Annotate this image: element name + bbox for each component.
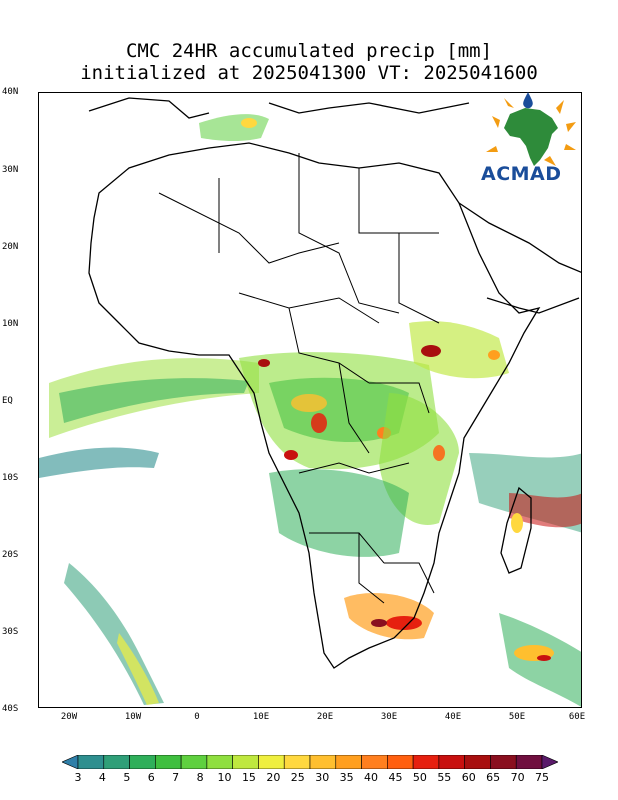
colorbar-swatch — [515, 755, 543, 769]
colorbar-swatch — [361, 755, 388, 769]
colorbar-swatch — [541, 755, 558, 769]
colorbar-swatch — [62, 755, 79, 769]
lat-label-eq: EQ — [2, 396, 13, 406]
lon-label-60e: 60E — [568, 712, 586, 722]
colorbar-swatch — [180, 755, 208, 769]
colorbar-label: 30 — [315, 771, 330, 784]
colorbar — [62, 755, 558, 769]
colorbar-label: 70 — [510, 771, 525, 784]
colorbar-swatch — [129, 755, 156, 769]
colorbar-swatch — [335, 755, 362, 769]
colorbar-swatch — [283, 755, 311, 769]
lon-label-20e: 20E — [316, 712, 334, 722]
colorbar-swatch — [258, 755, 285, 769]
lat-label-20n: 20N — [2, 242, 19, 252]
lon-label-40e: 40E — [444, 712, 462, 722]
chart-title-line2: initialized at 2025041300 VT: 2025041600 — [80, 62, 538, 84]
colorbar-label: 75 — [535, 771, 549, 784]
lon-label-20w: 20W — [60, 712, 78, 722]
colorbar-label: 5 — [123, 771, 131, 784]
lon-label-10e: 10E — [252, 712, 270, 722]
lat-label-40n: 40N — [2, 87, 19, 97]
colorbar-swatch — [387, 755, 414, 769]
logo-africa-icon — [504, 108, 558, 166]
precip-map — [38, 92, 582, 708]
colorbar-swatch — [464, 755, 491, 769]
colorbar-label: 60 — [461, 771, 476, 784]
lon-label-50e: 50E — [508, 712, 526, 722]
colorbar-swatch — [309, 755, 337, 769]
lat-label-40s: 40S — [2, 704, 19, 714]
lon-label-10w: 10W — [124, 712, 142, 722]
lon-label-0: 0 — [194, 712, 200, 722]
logo-sunburst-icon — [486, 98, 576, 166]
lat-label-30n: 30N — [2, 165, 19, 175]
colorbar-swatch — [77, 755, 105, 769]
colorbar-swatch — [490, 755, 517, 769]
lon-label-30e: 30E — [380, 712, 398, 722]
colorbar-label: 40 — [364, 771, 379, 784]
colorbar-swatch — [438, 755, 465, 769]
country-borders — [158, 153, 440, 604]
colorbar-label: 65 — [486, 771, 501, 784]
lat-label-10n: 10N — [2, 319, 19, 329]
colorbar-swatch — [206, 755, 233, 769]
lat-label-10s: 10S — [2, 473, 19, 483]
lat-label-30s: 30S — [2, 627, 19, 637]
colorbar-label: 35 — [339, 771, 354, 784]
colorbar-swatch — [232, 755, 259, 769]
colorbar-label: 20 — [266, 771, 281, 784]
colorbar-label: 4 — [98, 771, 106, 784]
colorbar-swatch — [412, 755, 440, 769]
coastlines — [88, 97, 581, 669]
colorbar-label: 6 — [147, 771, 155, 784]
chart-title-line1: CMC 24HR accumulated precip [mm] — [125, 40, 493, 62]
colorbar-swatch — [155, 755, 182, 769]
colorbar-swatch — [103, 755, 130, 769]
colorbar-label: 50 — [412, 771, 427, 784]
colorbar-label: 15 — [241, 771, 256, 784]
colorbar-label: 7 — [172, 771, 180, 784]
precip-field — [39, 114, 581, 707]
colorbar-label: 25 — [290, 771, 305, 784]
colorbar-label: 3 — [74, 771, 82, 784]
colorbar-label: 45 — [388, 771, 403, 784]
colorbar-label: 8 — [196, 771, 204, 784]
acmad-logo-text: ACMAD — [481, 163, 562, 185]
logo-raindrop-icon — [523, 92, 533, 109]
acmad-logo — [486, 92, 576, 166]
lat-label-20s: 20S — [2, 550, 19, 560]
colorbar-label: 10 — [217, 771, 232, 784]
colorbar-label: 55 — [437, 771, 452, 784]
